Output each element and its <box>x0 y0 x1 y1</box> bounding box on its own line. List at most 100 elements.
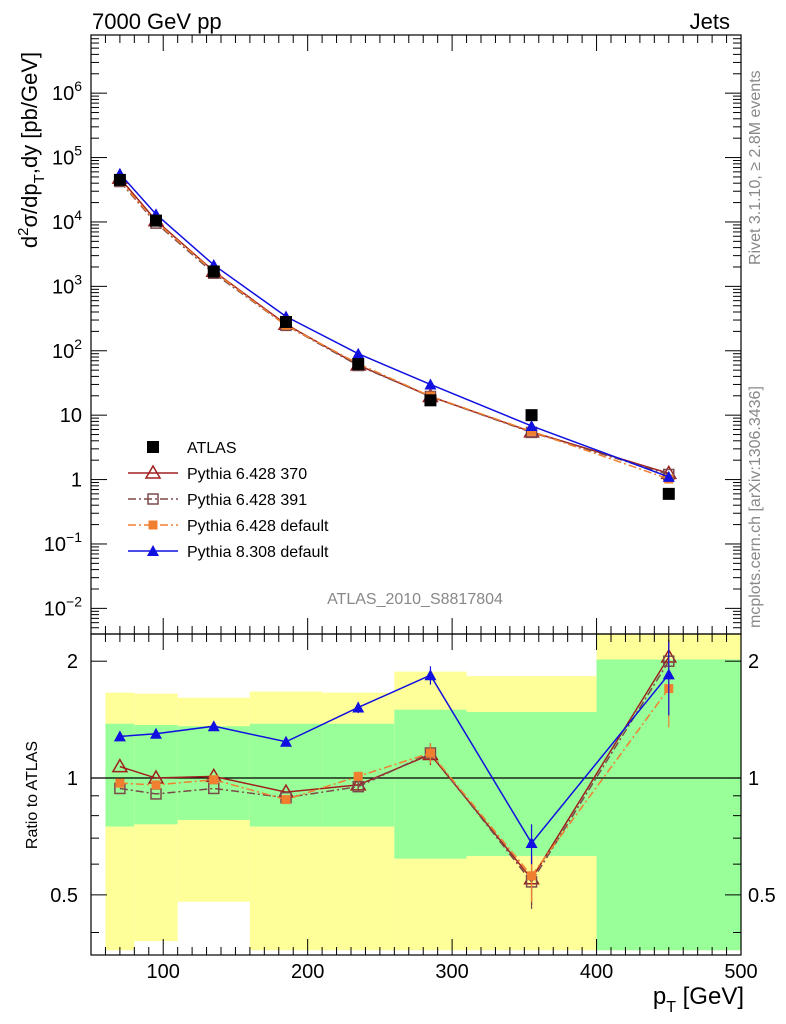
y-tick-label-exp: 4 <box>74 207 82 223</box>
y-tick-label-base: 10 <box>44 534 66 556</box>
series-line-1 <box>119 177 669 475</box>
legend-label-1: Pythia 6.428 370 <box>187 466 307 483</box>
data-point-s4-6 <box>525 419 538 431</box>
data-point-s3-6 <box>527 426 537 436</box>
ratio-plot-data <box>111 639 678 909</box>
y-tick-label-base: 10 <box>52 148 74 170</box>
y-tick-label-4: 102 <box>52 336 82 363</box>
ratio-point-s2-0 <box>115 778 125 788</box>
side-mcplots-label: mcplots.cern.ch [arXiv:1306.3436] <box>747 386 764 628</box>
inner-band-5 <box>394 709 467 859</box>
y-tick-label-base: 10 <box>52 83 74 105</box>
ratio-point-s3-5 <box>424 669 437 681</box>
ratio-y-axis-label: Ratio to ATLAS <box>24 741 41 849</box>
y-label-part-0: d <box>17 236 42 248</box>
x-tick-label-400: 400 <box>580 961 613 983</box>
legend-marker-2 <box>147 493 159 505</box>
x-tick-label-200: 200 <box>291 961 324 983</box>
ratio-point-s2-5 <box>425 748 435 758</box>
y-tick-label-2: 1 <box>71 470 82 492</box>
main-plot-data <box>111 167 678 500</box>
ratio-line-3 <box>119 673 670 845</box>
y-tick-label-6: 104 <box>52 207 82 234</box>
analysis-label: ATLAS_2010_S8817804 <box>327 591 503 608</box>
y-tick-label-exp: −2 <box>66 593 82 609</box>
x-label-part-0: p <box>653 983 666 1010</box>
data-point-s0-5 <box>424 394 437 407</box>
ratio-y-tick-label-r-1: 1 <box>748 768 759 790</box>
x-tick-label-100: 100 <box>147 961 180 983</box>
y-tick-label-base: 10 <box>52 212 74 234</box>
y-label-part-4: ,dy [pb/GeV] <box>17 52 42 174</box>
ratio-point-s3-1 <box>150 727 162 739</box>
series-line-4 <box>119 173 670 478</box>
y-label-part-3: T <box>31 174 48 183</box>
data-point-s4-5 <box>424 378 437 390</box>
ratio-line-1 <box>119 660 670 884</box>
y-tick-label-base: 10 <box>52 276 74 298</box>
data-point-s0-4 <box>352 358 365 371</box>
ratio-y-tick-label-1: 1 <box>67 768 78 790</box>
y-tick-label-exp: 2 <box>74 336 82 352</box>
legend-label-3: Pythia 6.428 default <box>187 518 329 535</box>
x-label-part-1: T <box>666 999 676 1016</box>
data-point-s0-0 <box>113 173 126 186</box>
series-line-3 <box>119 180 670 480</box>
inner-band-1 <box>134 724 178 825</box>
ratio-point-s2-4 <box>353 771 363 781</box>
y-tick-label-base: 10 <box>44 598 66 620</box>
inner-band-2 <box>177 726 250 820</box>
ratio-plot-frame <box>90 633 742 956</box>
header-process-label: 7000 GeV pp <box>92 9 222 34</box>
plot-axes: 100 200 300 400 50010−210−111010210310410510… <box>44 34 776 983</box>
ratio-point-s2-3 <box>281 795 291 805</box>
legend-marker-1 <box>144 464 162 479</box>
y-tick-label-exp: 6 <box>74 78 82 94</box>
ratio-point-s2-1 <box>151 780 161 790</box>
header-observable-label: Jets <box>690 9 730 34</box>
legend-label-2: Pythia 6.428 391 <box>187 492 307 509</box>
ratio-y-tick-label-r-0.5: 0.5 <box>748 885 776 907</box>
ratio-point-s1-4 <box>352 780 364 793</box>
x-tick-label-500: 500 <box>724 961 757 983</box>
data-point-s0-2 <box>207 265 220 278</box>
data-point-s0-7 <box>662 487 675 500</box>
main-y-axis-label: d2σ/dpT,dy [pb/GeV] <box>15 52 48 248</box>
ratio-point-s0-0 <box>111 758 129 773</box>
ratio-y-axis-label-group: Ratio to ATLAS <box>24 741 41 849</box>
y-tick-label-8: 106 <box>52 78 82 105</box>
legend-marker-0 <box>147 441 159 453</box>
data-point-s0-3 <box>280 315 292 328</box>
legend-label-4: Pythia 8.308 default <box>187 544 329 561</box>
x-tick-label-300: 300 <box>435 961 468 983</box>
data-point-s4-7 <box>662 470 675 482</box>
data-point-s0-6 <box>525 409 538 422</box>
y-tick-label-1: 10−1 <box>44 529 82 556</box>
ratio-point-s2-2 <box>209 775 219 785</box>
ratio-line-0 <box>119 656 670 881</box>
y-tick-label-0: 10−2 <box>44 593 82 620</box>
ratio-y-tick-label-0.5: 0.5 <box>50 885 78 907</box>
side-rivet-label: Rivet 3.1.10, ≥ 2.8M events <box>747 70 764 265</box>
ratio-point-s3-3 <box>280 735 292 747</box>
y-tick-label-base: 1 <box>71 470 82 492</box>
ratio-y-tick-label-r-2: 2 <box>748 651 759 673</box>
ratio-point-s3-6 <box>525 837 538 849</box>
legend-label-0: ATLAS <box>187 440 237 457</box>
y-tick-label-5: 103 <box>52 271 82 298</box>
ratio-point-s2-6 <box>527 871 537 881</box>
y-tick-label-7: 105 <box>52 143 82 170</box>
data-point-s0-1 <box>150 214 162 227</box>
y-label-part-1: 2 <box>15 228 32 236</box>
y-tick-label-exp: 3 <box>74 271 82 287</box>
y-tick-label-3: 10 <box>60 405 82 427</box>
y-tick-label-exp: 5 <box>74 143 82 159</box>
y-label-part-2: σ/dp <box>17 183 42 227</box>
x-axis-label-text: pT [GeV] <box>653 983 744 1016</box>
ratio-y-tick-label-2: 2 <box>67 651 78 673</box>
ratio-point-s3-4 <box>352 701 365 713</box>
ratio-point-s3-0 <box>113 730 126 742</box>
legend-marker-3 <box>148 520 158 530</box>
legend-marker-4 <box>147 545 159 556</box>
